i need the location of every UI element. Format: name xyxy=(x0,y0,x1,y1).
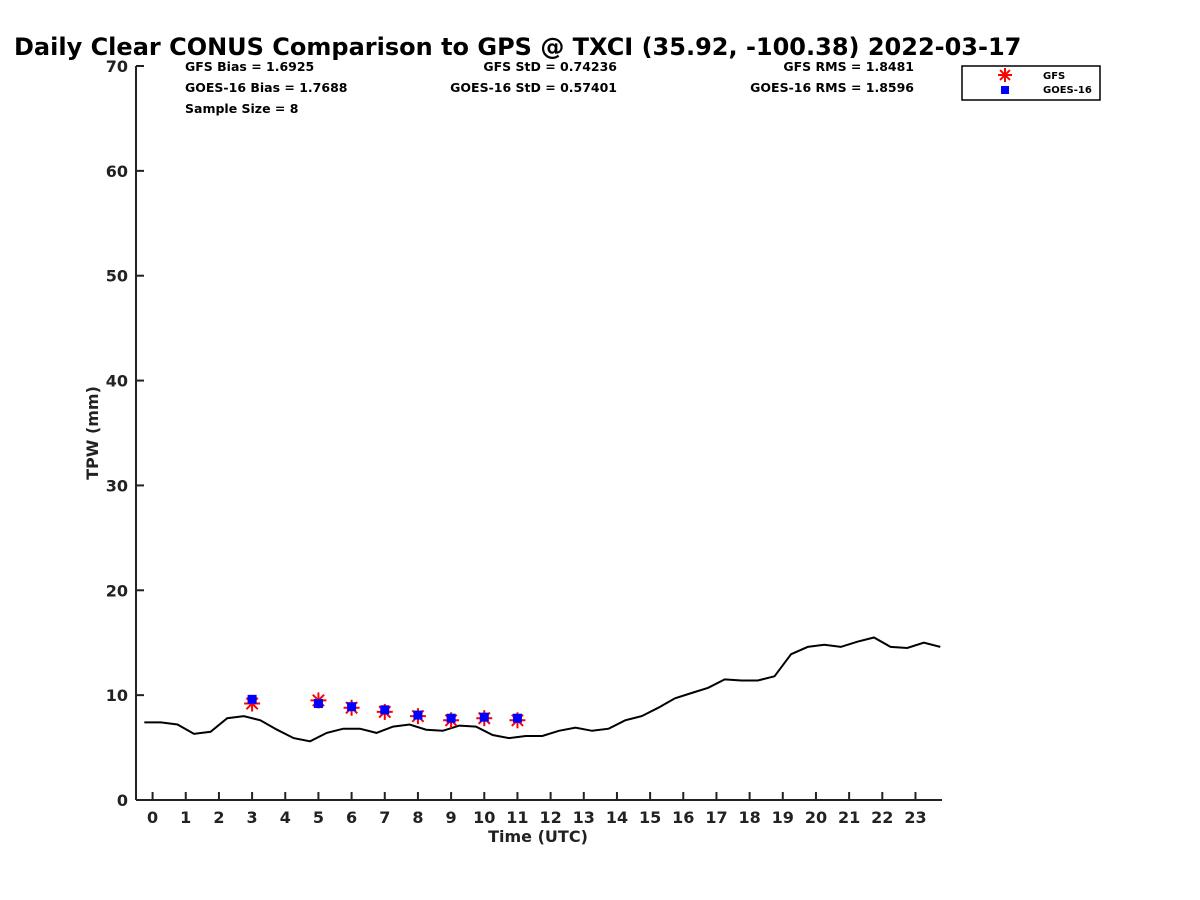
x-tick-label: 19 xyxy=(772,808,794,827)
chart-title: Daily Clear CONUS Comparison to GPS @ TX… xyxy=(14,33,1021,61)
x-tick-label: 21 xyxy=(838,808,860,827)
goes16-point xyxy=(313,699,323,709)
legend: GFS GOES-16 xyxy=(961,65,1101,101)
y-ticks: 0 10 20 30 40 50 60 70 xyxy=(106,57,144,810)
stats-block: GFS Bias = 1.6925 GFS StD = 0.74236 GFS … xyxy=(185,59,914,116)
x-tick-label: 13 xyxy=(573,808,595,827)
legend-gfs-asterisk xyxy=(998,68,1012,82)
goes16-point xyxy=(479,712,489,722)
x-tick-label: 14 xyxy=(606,808,628,827)
goes16-point xyxy=(446,713,456,723)
gps-tpw-line xyxy=(144,636,941,743)
x-tick-label: 5 xyxy=(313,808,324,827)
x-tick-label: 3 xyxy=(247,808,258,827)
goes16-point xyxy=(380,705,390,715)
legend-gfs-marker xyxy=(998,68,1012,82)
goes16-point xyxy=(512,713,522,723)
x-tick-label: 9 xyxy=(446,808,457,827)
x-tick-label: 10 xyxy=(473,808,495,827)
axes xyxy=(135,66,942,801)
stat-gfs-bias: GFS Bias = 1.6925 xyxy=(185,59,314,74)
x-tick-label: 23 xyxy=(904,808,926,827)
goes16-point xyxy=(413,710,423,720)
goes16-point xyxy=(247,694,257,704)
stat-goes16-bias: GOES-16 Bias = 1.7688 xyxy=(185,80,347,95)
x-tick-label: 2 xyxy=(213,808,224,827)
stat-gfs-rms: GFS RMS = 1.8481 xyxy=(783,59,914,74)
legend-goes16-square xyxy=(1001,86,1009,94)
stat-goes16-rms: GOES-16 RMS = 1.8596 xyxy=(750,80,914,95)
legend-goes16-label: GOES-16 xyxy=(1043,85,1092,96)
x-tick-label: 16 xyxy=(672,808,694,827)
y-tick-label: 70 xyxy=(106,57,128,76)
x-tick-label: 0 xyxy=(147,808,158,827)
y-tick-label: 10 xyxy=(106,686,128,705)
x-tick-label: 8 xyxy=(412,808,423,827)
x-tick-label: 6 xyxy=(346,808,357,827)
x-axis-label: Time (UTC) xyxy=(488,827,588,846)
x-tick-label: 22 xyxy=(871,808,893,827)
stat-goes16-std: GOES-16 StD = 0.57401 xyxy=(450,80,617,95)
x-tick-label: 15 xyxy=(639,808,661,827)
x-tick-label: 1 xyxy=(180,808,191,827)
x-tick-label: 20 xyxy=(805,808,827,827)
y-tick-label: 50 xyxy=(106,267,128,286)
stat-gfs-std: GFS StD = 0.74236 xyxy=(483,59,617,74)
legend-gfs-label: GFS xyxy=(1043,71,1065,82)
y-axis-label: TPW (mm) xyxy=(83,386,102,480)
legend-box xyxy=(961,65,1101,101)
x-tick-label: 7 xyxy=(379,808,390,827)
x-tick-label: 4 xyxy=(280,808,291,827)
y-tick-label: 30 xyxy=(106,476,128,495)
x-tick-label: 18 xyxy=(738,808,760,827)
y-tick-label: 40 xyxy=(106,372,128,391)
x-tick-label: 12 xyxy=(539,808,561,827)
x-tick-label: 11 xyxy=(506,808,528,827)
y-tick-label: 20 xyxy=(106,581,128,600)
y-tick-label: 60 xyxy=(106,162,128,181)
stat-sample-size: Sample Size = 8 xyxy=(185,101,298,116)
x-tick-label: 17 xyxy=(705,808,727,827)
x-ticks: 0 1 2 3 4 5 6 7 8 9 10 11 12 13 14 15 16 17 18 19 20 21 22 23 xyxy=(147,792,927,827)
legend-goes16-marker xyxy=(1001,86,1009,94)
y-tick-label: 0 xyxy=(117,791,128,810)
goes16-point xyxy=(347,702,357,712)
plot-area xyxy=(144,636,941,743)
